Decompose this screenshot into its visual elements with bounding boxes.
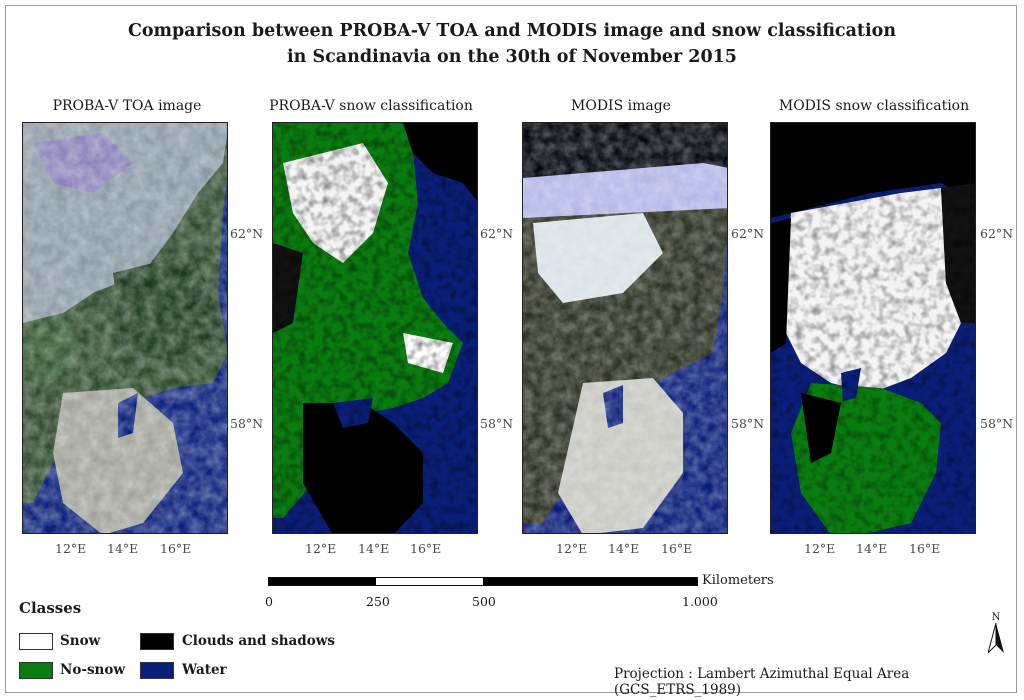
legend-label-clouds: Clouds and shadows xyxy=(182,633,335,649)
lon-label-14-panel2: 14°E xyxy=(358,541,390,556)
projection-note: Projection : Lambert Azimuthal Equal Are… xyxy=(614,666,910,698)
legend-swatch-snow xyxy=(19,633,53,650)
scale-unit: Kilometers xyxy=(702,573,774,588)
north-label: N xyxy=(991,612,1001,623)
scale-segment-1 xyxy=(269,578,376,585)
north-arrow-icon: N xyxy=(984,612,1008,656)
map-frame xyxy=(5,5,1017,693)
map-panel-proba-toa xyxy=(22,122,228,534)
scale-tick-1000: 1.000 xyxy=(682,594,718,609)
lat-label-58-panel3: 58°N xyxy=(731,416,765,431)
lat-label-62-panel2: 62°N xyxy=(480,226,514,241)
lon-label-12-panel1: 12°E xyxy=(55,541,87,556)
lat-label-62-panel3: 62°N xyxy=(731,226,765,241)
panel-title-modis-image: MODIS image xyxy=(571,98,671,114)
north-arrow-glyph xyxy=(987,622,1004,655)
legend-label-no-snow: No-snow xyxy=(60,662,125,678)
lat-label-58-panel2: 58°N xyxy=(480,416,514,431)
lon-label-14-panel3: 14°E xyxy=(608,541,640,556)
scale-tick-250: 250 xyxy=(366,594,390,609)
lon-label-16-panel2: 16°E xyxy=(410,541,442,556)
scale-tick-0: 0 xyxy=(265,594,273,609)
legend-label-snow: Snow xyxy=(60,633,101,649)
lon-label-14-panel4: 14°E xyxy=(856,541,888,556)
legend-swatch-clouds xyxy=(140,633,174,650)
legend-swatch-no-snow xyxy=(19,662,53,679)
scale-segment-2 xyxy=(376,578,483,585)
lat-label-58-panel1: 58°N xyxy=(230,416,264,431)
map-title: Comparison between PROBA-V TOA and MODIS… xyxy=(0,18,1024,70)
scale-segment-3 xyxy=(483,578,697,585)
legend-label-water: Water xyxy=(182,662,227,678)
lon-label-12-panel3: 12°E xyxy=(556,541,588,556)
map-title-line-1: Comparison between PROBA-V TOA and MODIS… xyxy=(127,21,897,41)
scale-tick-500: 500 xyxy=(472,594,496,609)
scale-bar xyxy=(268,577,698,586)
lon-label-16-panel3: 16°E xyxy=(661,541,693,556)
lon-label-16-panel1: 16°E xyxy=(160,541,192,556)
lon-label-16-panel4: 16°E xyxy=(909,541,941,556)
panel-title-proba-toa: PROBA-V TOA image xyxy=(52,98,202,114)
map-title-line-2: in Scandinavia on the 30th of November 2… xyxy=(287,47,737,67)
map-panel-modis-snow xyxy=(770,122,976,534)
lat-label-62-panel1: 62°N xyxy=(230,226,264,241)
lat-label-58-panel4: 58°N xyxy=(980,416,1014,431)
legend-heading: Classes xyxy=(19,599,82,617)
map-panel-modis-image xyxy=(522,122,728,534)
legend-swatch-water xyxy=(140,662,174,679)
panel-title-modis-snow: MODIS snow classification xyxy=(778,98,970,114)
lat-label-62-panel4: 62°N xyxy=(980,226,1014,241)
lon-label-12-panel4: 12°E xyxy=(804,541,836,556)
lon-label-14-panel1: 14°E xyxy=(107,541,139,556)
map-panel-proba-snow xyxy=(272,122,478,534)
lon-label-12-panel2: 12°E xyxy=(305,541,337,556)
panel-title-proba-snow: PROBA-V snow classification xyxy=(269,98,473,114)
